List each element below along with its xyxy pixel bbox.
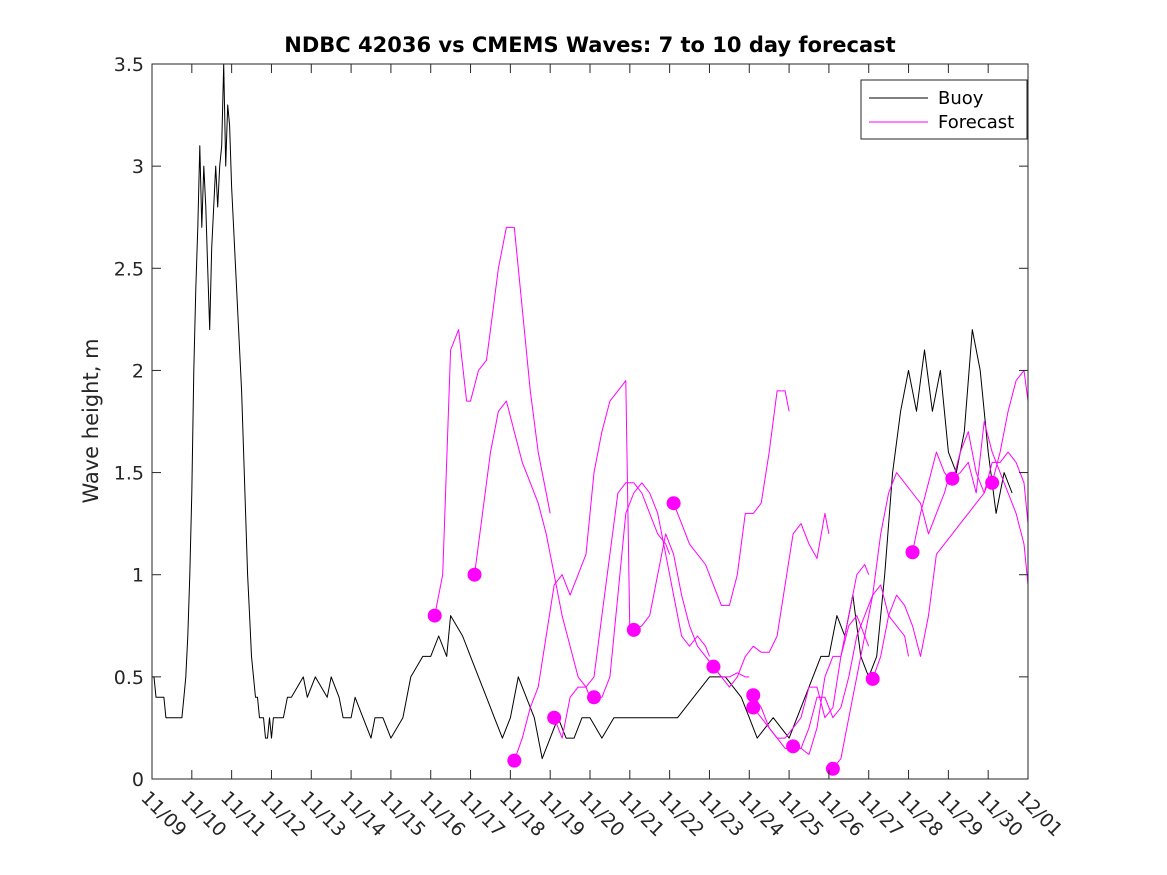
y-tick-label: 2 [132, 360, 144, 382]
legend-box [860, 79, 1028, 140]
forecast-start-marker [945, 471, 960, 486]
series-layer [152, 63, 1029, 770]
y-tick-label: 2.5 [114, 258, 144, 280]
forecast-start-marker [786, 739, 801, 754]
forecast-series-line-10 [752, 615, 870, 755]
forecast-series-line-1 [434, 226, 551, 616]
forecast-series-line-12 [832, 472, 949, 770]
forecast-start-marker [746, 700, 761, 715]
marker-layer [427, 471, 1000, 776]
forecast-series-line-14 [912, 431, 1029, 553]
forecast-series-line-15 [951, 421, 1029, 585]
forecast-start-marker [865, 671, 880, 686]
forecast-start-marker [427, 608, 442, 623]
legend-forecast-label: Forecast [938, 112, 1014, 133]
forecast-start-marker [626, 622, 641, 637]
forecast-start-marker [746, 688, 761, 703]
chart-title: NDBC 42036 vs CMEMS Waves: 7 to 10 day f… [284, 33, 895, 57]
y-tick-label: 0.5 [114, 667, 144, 689]
y-tick-label: 3.5 [114, 54, 144, 76]
forecast-series-line-2 [474, 400, 591, 698]
y-tick-label: 0 [132, 769, 144, 791]
forecast-start-marker [467, 567, 482, 582]
forecast-series-line-6 [633, 533, 750, 678]
y-tick-label: 1 [132, 565, 144, 587]
forecast-series-line-4 [553, 482, 671, 739]
forecast-start-marker [507, 753, 522, 768]
y-tick-label: 1.5 [114, 463, 144, 485]
forecast-series-line-8 [713, 512, 830, 688]
forecast-start-marker [905, 545, 920, 560]
forecast-series-line-5 [594, 482, 710, 698]
forecast-series-line-7 [673, 390, 790, 606]
forecast-start-marker [706, 659, 721, 674]
legend-buoy-label: Buoy [938, 88, 984, 109]
plot-area [152, 64, 1028, 779]
forecast-series-line-11 [792, 584, 909, 749]
forecast-start-marker [666, 496, 681, 511]
buoy-series-line [152, 63, 1013, 760]
forecast-start-marker [985, 475, 1000, 490]
forecast-series-line-16 [991, 369, 1029, 483]
forecast-series-line-3 [513, 380, 631, 761]
forecast-start-marker [825, 761, 840, 776]
legend: Buoy Forecast [860, 79, 1028, 140]
forecast-start-marker [586, 690, 601, 705]
forecast-series-line-13 [872, 482, 989, 680]
y-tick-label: 3 [132, 156, 144, 178]
forecast-start-marker [547, 710, 562, 725]
y-axis-label: Wave height, m [79, 338, 103, 503]
